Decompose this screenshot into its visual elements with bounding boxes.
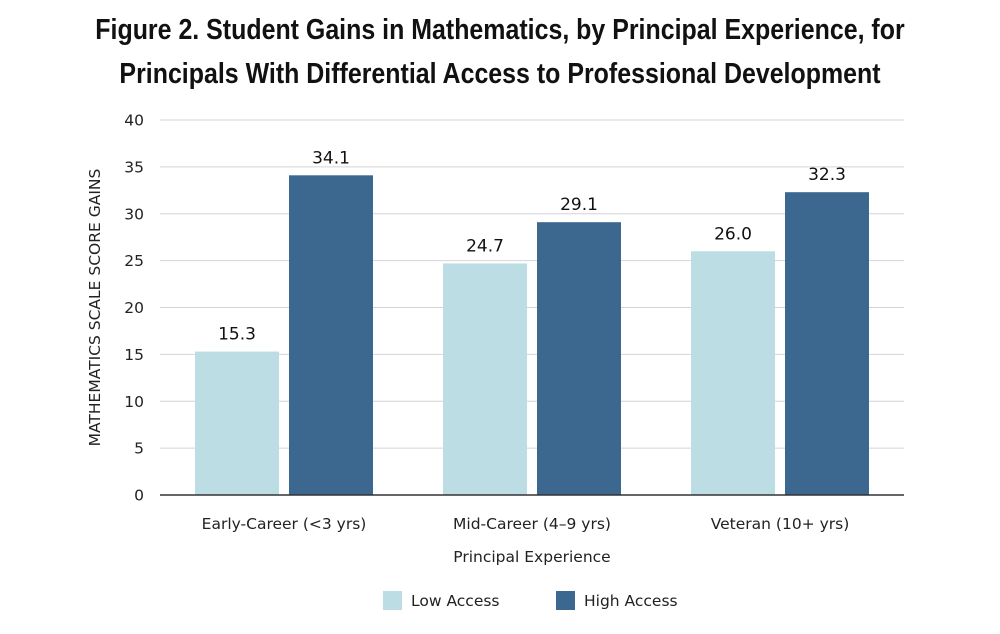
gridlines xyxy=(160,119,904,449)
legend-swatch xyxy=(556,591,575,610)
y-tick-label: 25 xyxy=(124,252,144,270)
y-tick-label: 35 xyxy=(124,158,144,176)
data-label: 32.3 xyxy=(808,165,846,185)
y-axis-ticks: 0 5 10 15 20 25 30 35 40 xyxy=(124,112,144,505)
chart-title: Figure 2. Student Gains in Mathematics, … xyxy=(70,8,930,96)
y-tick-label: 5 xyxy=(134,440,144,458)
legend-swatch xyxy=(383,591,402,610)
bar xyxy=(195,351,279,495)
chart-title-line-2: Principals With Differential Access to P… xyxy=(119,58,881,90)
bar xyxy=(537,222,621,495)
legend-label: Low Access xyxy=(411,592,500,610)
bar xyxy=(785,192,869,495)
y-tick-label: 30 xyxy=(124,205,144,223)
bar xyxy=(289,175,373,495)
chart-title-line-1: Figure 2. Student Gains in Mathematics, … xyxy=(95,14,905,46)
data-label: 34.1 xyxy=(312,148,350,168)
x-tick-label: Mid-Career (4–9 yrs) xyxy=(453,515,611,533)
legend: Low Access High Access xyxy=(383,591,678,610)
x-tick-label: Early-Career (<3 yrs) xyxy=(202,515,367,533)
y-tick-label: 0 xyxy=(134,487,144,505)
data-labels: 15.3 34.1 24.7 29.1 26.0 32.3 xyxy=(218,148,846,344)
data-label: 26.0 xyxy=(714,224,752,244)
x-axis-ticks: Early-Career (<3 yrs) Mid-Career (4–9 yrs… xyxy=(202,515,850,533)
data-label: 29.1 xyxy=(560,195,598,215)
y-tick-label: 20 xyxy=(124,299,144,317)
bar xyxy=(443,263,527,495)
x-tick-label: Veteran (10+ yrs) xyxy=(711,515,850,533)
bars xyxy=(195,175,869,495)
y-tick-label: 10 xyxy=(124,393,144,411)
legend-label: High Access xyxy=(584,592,678,610)
y-tick-label: 15 xyxy=(124,346,144,364)
data-label: 15.3 xyxy=(218,325,256,345)
data-label: 24.7 xyxy=(466,236,504,256)
bar xyxy=(691,251,775,495)
y-axis-title: MATHEMATICS SCALE SCORE GAINS xyxy=(86,169,104,447)
x-axis-title: Principal Experience xyxy=(453,548,610,566)
y-tick-label: 40 xyxy=(124,112,144,130)
